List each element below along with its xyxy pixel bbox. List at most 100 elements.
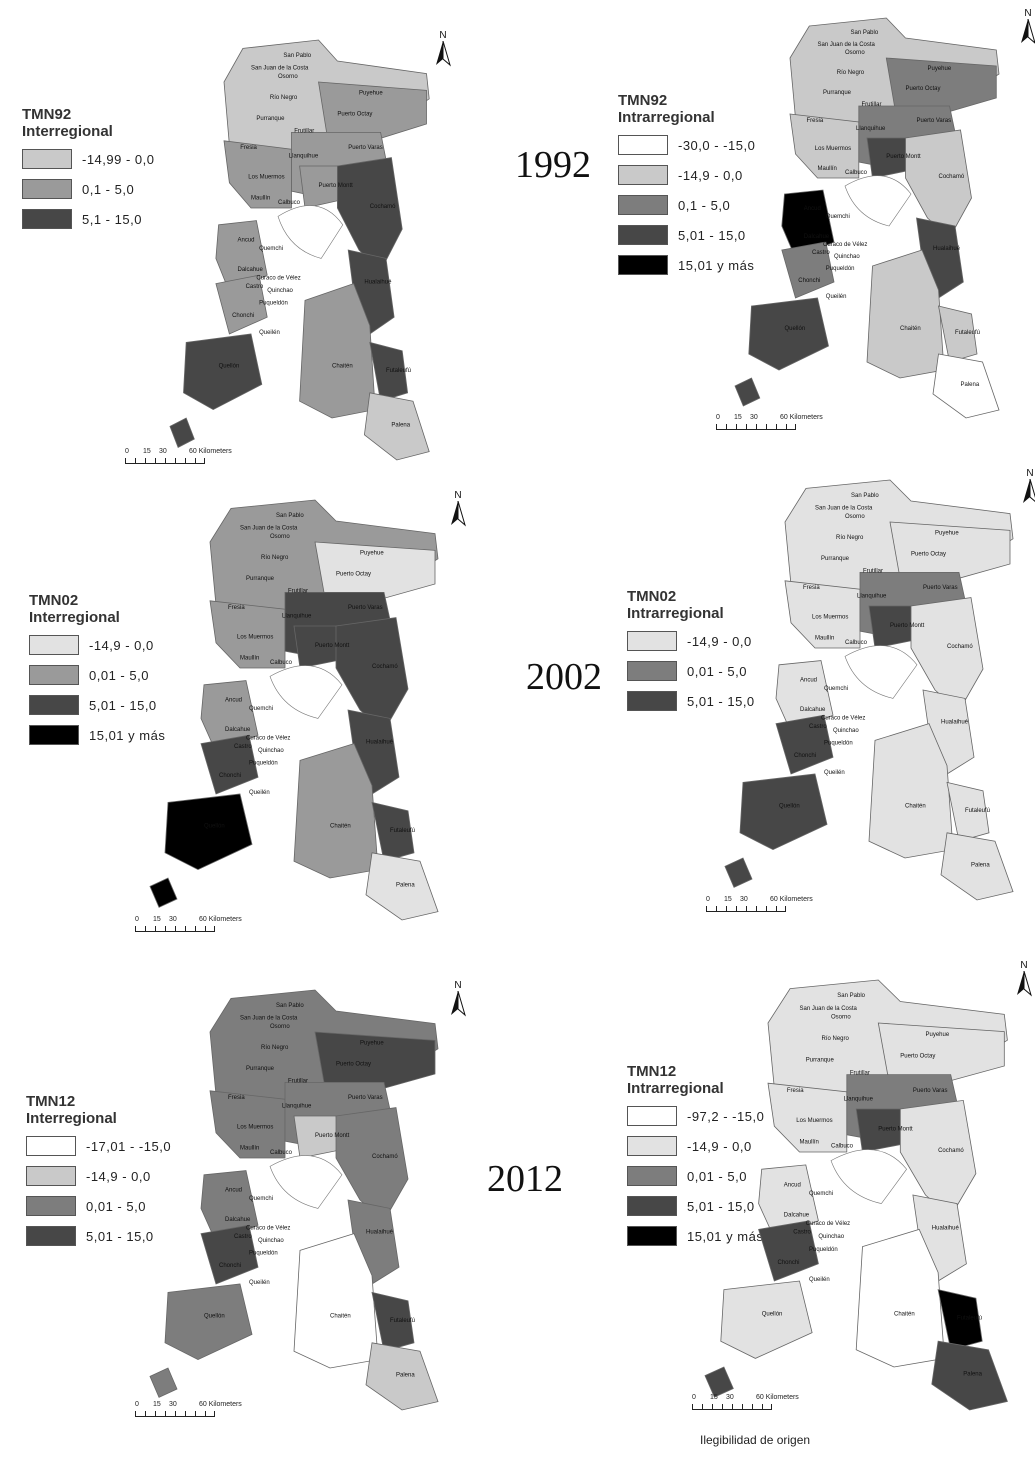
legend-label: -14,9 - 0,0 [678,167,743,183]
commune-label: Puyehue [926,1032,950,1038]
commune-label: Chaitén [330,1314,351,1320]
commune-area-cochamo [899,1099,977,1218]
legend-label: 0,1 - 5,0 [678,197,731,213]
commune-label: Quinchao [258,1238,284,1244]
commune-label: Puerto Montt [315,643,350,649]
commune-area-palena [363,392,430,461]
commune-label: Osorno [270,1024,290,1030]
commune-label: Castro [246,284,264,290]
north-letter: N [439,30,447,41]
commune-label: Dalcahue [225,1217,251,1223]
commune-label: Castro [793,1230,811,1236]
commune-label: San Juan de la Costa [818,42,876,48]
commune-label: Llanquihue [282,614,312,620]
commune-label: Palena [963,1372,982,1378]
commune-label: Palena [396,882,415,888]
commune-label: Puqueldón [259,301,288,307]
commune-label: Puerto Varas [348,1095,383,1101]
commune-label: Futaleufú [965,808,990,814]
legend-swatch [29,635,79,655]
commune-label: Cochamó [370,204,396,210]
commune-label: Puerto Octay [336,572,371,578]
commune-label: Puerto Octay [336,1062,371,1068]
commune-label: Queilén [809,1277,830,1283]
commune-label: San Juan de la Costa [800,1006,858,1012]
commune-label: Los Muermos [815,146,851,152]
legend-label: 5,01 - 15,0 [687,693,755,709]
commune-label: Río Negro [836,535,864,541]
scale-line [125,458,205,464]
commune-label: Queilén [259,330,280,336]
commune-area-futaleufu [937,1289,983,1351]
commune-label: Chaitén [900,326,921,332]
commune-label: Río Negro [261,555,289,561]
commune-label: Puerto Octay [911,552,946,558]
commune-label: Cochamó [938,1148,964,1154]
commune-area-futaleufu [369,341,409,402]
legend-item: 5,01 - 15,0 [627,1195,764,1217]
commune-label: Puyehue [360,551,384,557]
year-label-1992: 1992 [515,144,591,186]
commune-label: Fresia [228,605,245,611]
commune-label: Hualaihué [364,280,392,286]
commune-label: Puyehue [935,531,959,537]
legend-swatch [618,165,668,185]
legend-item: -14,9 - 0,0 [29,634,165,656]
scale-tick-label: 60 Kilometers [770,896,813,903]
commune-label: Curaco de Vélez [821,715,865,721]
commune-area-chiloe-south [720,1280,813,1359]
legend-label: -14,9 - 0,0 [687,633,752,649]
scale-line [716,424,796,430]
commune-label: Hualaihué [941,720,969,726]
commune-area-north-east [877,1022,1005,1084]
commune-label: Castro [809,724,827,730]
sea-gulf [844,175,912,227]
commune-label: Quinchao [818,1234,844,1240]
legend-swatch [29,725,79,745]
legend-title-scope: Interregional [22,123,113,140]
scale-tick-label: 0 [692,1394,696,1401]
commune-area-mid-west [767,1082,848,1153]
commune-area-islet [734,377,761,407]
commune-label: Fresia [807,118,824,124]
commune-area-mid-west [209,1090,286,1159]
commune-label: Cochamó [947,644,973,650]
commune-label: Cochamó [372,664,398,670]
commune-area-chiloe-south [164,793,253,871]
commune-area-cochamo [905,129,972,239]
legend-title-scope: Intrarregional [618,109,715,126]
legend-label: 15,01 y más [678,257,755,273]
commune-label: Fresia [787,1088,804,1094]
commune-label: Quinchao [834,254,860,260]
commune-label: Futaleufú [390,1318,415,1324]
commune-label: Los Muermos [237,1125,273,1131]
commune-label: Curaco de Vélez [806,1221,850,1227]
commune-area-islet [149,1367,178,1398]
commune-label: Purranque [806,1058,835,1064]
commune-label: Puqueldón [826,266,855,272]
commune-label: Curaco de Vélez [823,242,867,248]
commune-label: Frutillar [850,1071,870,1077]
commune-label: Chonchi [219,1263,241,1269]
commune-label: Chaitén [894,1311,915,1317]
commune-area-cochamo [335,1107,409,1222]
commune-area-chiloe-mid [758,1220,819,1282]
legend-item: 15,01 y más [618,254,755,276]
commune-label: Cochamó [372,1154,398,1160]
commune-label: Ancud [804,206,821,212]
scale-tick-label: 0 [135,916,139,923]
legend-title-scope: Interregional [26,1110,117,1127]
legend-item: -30,0 - -15,0 [618,134,755,156]
commune-label: Chonchi [219,773,241,779]
commune-label: Futaleufú [957,1316,982,1322]
commune-label: Purranque [246,1066,275,1072]
commune-area-north-east [318,81,427,142]
commune-label: Quemchi [824,686,848,692]
scale-bar: 0 15 30 60 Kilometers [135,916,255,932]
commune-label: Dalcahue [784,1213,810,1219]
commune-area-mid-west [789,113,860,179]
commune-label: Futaleufú [386,368,411,374]
commune-area-islet [704,1366,734,1398]
legend-swatch [29,665,79,685]
commune-label: Quemchi [826,214,850,220]
